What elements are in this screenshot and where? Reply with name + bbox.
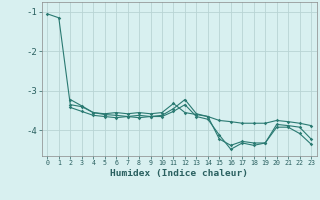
X-axis label: Humidex (Indice chaleur): Humidex (Indice chaleur) xyxy=(110,169,248,178)
